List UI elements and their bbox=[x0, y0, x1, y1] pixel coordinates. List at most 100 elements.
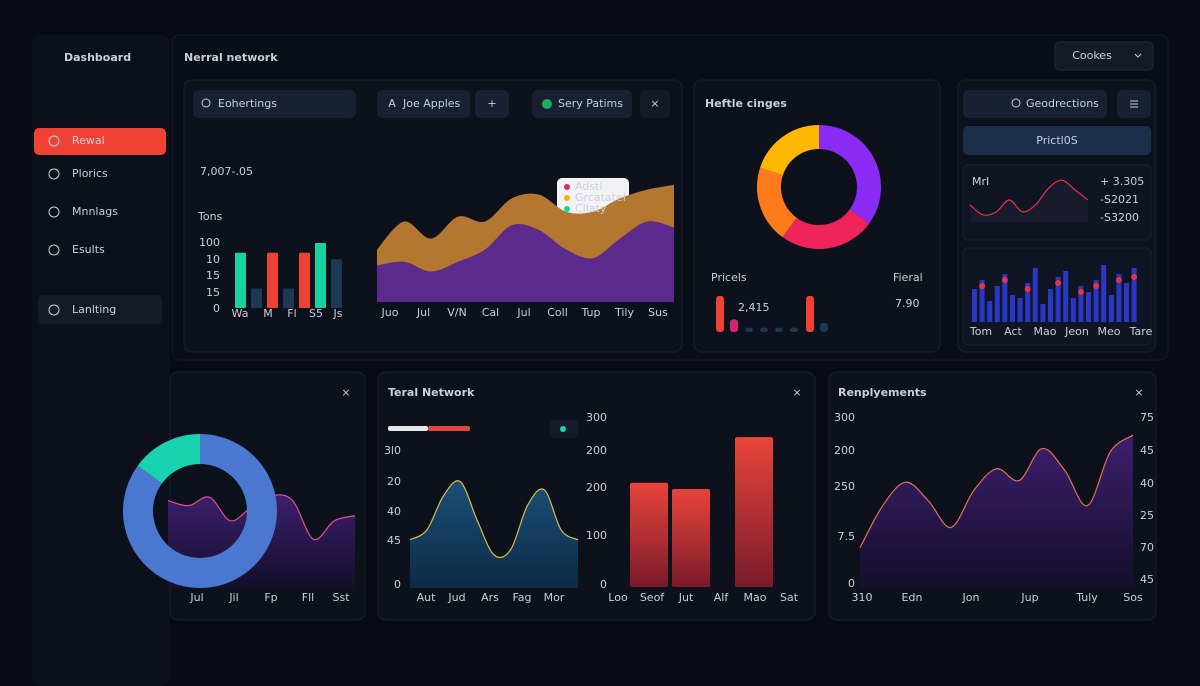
bar bbox=[775, 327, 783, 332]
close-icon[interactable]: × bbox=[650, 97, 659, 110]
bar bbox=[1078, 286, 1084, 322]
bar bbox=[1040, 304, 1046, 322]
bar bbox=[1086, 292, 1091, 322]
area-fill bbox=[410, 480, 578, 588]
axis-label: 20 bbox=[387, 475, 401, 488]
tooltip-item: Cllaty bbox=[575, 202, 607, 215]
x-label: Jeon bbox=[1064, 325, 1089, 338]
bar bbox=[972, 289, 977, 322]
bar-marker bbox=[1131, 274, 1138, 280]
bar bbox=[745, 327, 753, 332]
add-button[interactable] bbox=[475, 90, 509, 118]
bar bbox=[716, 296, 724, 332]
bar bbox=[1055, 277, 1061, 322]
bar bbox=[235, 252, 246, 308]
x-label: Sos bbox=[1123, 591, 1143, 604]
x-label: M bbox=[263, 307, 273, 320]
bar bbox=[1108, 295, 1114, 322]
dropdown-label[interactable]: Cookes bbox=[1072, 49, 1112, 62]
x-label: Tare bbox=[1129, 325, 1153, 338]
bar-marker bbox=[1024, 286, 1031, 292]
x-label: Seof bbox=[640, 591, 665, 604]
search-icon bbox=[201, 98, 211, 108]
search-box[interactable] bbox=[193, 90, 356, 118]
x-label: Jup bbox=[1020, 591, 1038, 604]
bar-marker bbox=[1055, 280, 1062, 286]
nav-item[interactable]: Rewal bbox=[72, 134, 105, 147]
axis-label: 200 bbox=[586, 481, 607, 494]
nav-item[interactable]: Mnnlags bbox=[72, 205, 118, 218]
panel-title: Heftle cinges bbox=[705, 97, 787, 110]
button-text[interactable]: Prictl0S bbox=[1036, 134, 1077, 147]
x-label: Js bbox=[333, 307, 343, 320]
nav-active[interactable] bbox=[34, 128, 166, 155]
x-label: Sus bbox=[648, 306, 668, 319]
nav-icon bbox=[48, 135, 60, 147]
x-label: Jon bbox=[962, 591, 980, 604]
nav-box[interactable] bbox=[38, 295, 162, 324]
nav-item[interactable]: Lanlting bbox=[72, 303, 116, 316]
bar bbox=[630, 482, 668, 587]
axis-label: 45 bbox=[1140, 444, 1154, 457]
x-label: Tuly bbox=[1075, 591, 1098, 604]
tooltip-dot bbox=[564, 184, 570, 190]
panel-title: Renplyements bbox=[838, 386, 927, 399]
axis-label: 25 bbox=[1140, 509, 1154, 522]
axis-label: 0 bbox=[848, 577, 855, 590]
close-button[interactable] bbox=[640, 90, 670, 118]
bar bbox=[1131, 268, 1137, 322]
legend-bar bbox=[428, 426, 470, 431]
bar bbox=[1070, 298, 1076, 322]
filter-chip[interactable] bbox=[532, 90, 632, 118]
axis-label: 10 bbox=[206, 253, 220, 266]
axis-label: 15 bbox=[206, 269, 220, 282]
filter-text[interactable]: Sery Patims bbox=[558, 97, 623, 110]
nav-icon bbox=[48, 168, 60, 180]
headline: 7,007-.05 bbox=[200, 165, 253, 178]
add-text[interactable]: + bbox=[487, 97, 496, 110]
close-icon[interactable]: × bbox=[341, 386, 350, 399]
nav-item[interactable]: Esults bbox=[72, 243, 105, 256]
x-label: Tom bbox=[969, 325, 992, 338]
axis-label: 15 bbox=[206, 286, 220, 299]
geo-search[interactable] bbox=[963, 90, 1107, 118]
search-text[interactable]: Geodrections bbox=[1026, 97, 1099, 110]
x-label: Coll bbox=[547, 306, 568, 319]
legend-bar bbox=[388, 426, 428, 431]
bar bbox=[283, 288, 294, 308]
label: Fieral bbox=[893, 271, 923, 284]
axis-label: 45 bbox=[1140, 573, 1154, 586]
x-label: Fp bbox=[264, 591, 277, 604]
bar bbox=[1101, 265, 1107, 322]
readout: -S2021 bbox=[1100, 193, 1139, 206]
x-label: Sst bbox=[332, 591, 350, 604]
axis-label: 250 bbox=[834, 480, 855, 493]
axis-label: 0 bbox=[213, 302, 220, 315]
area-fill bbox=[860, 435, 1133, 588]
bar bbox=[251, 288, 262, 308]
area-fill bbox=[970, 180, 1088, 222]
nav-icon bbox=[48, 244, 60, 256]
x-label: Sat bbox=[780, 591, 799, 604]
tag-text[interactable]: Joe Apples bbox=[402, 97, 461, 110]
bar bbox=[1063, 271, 1069, 322]
x-label: Fll bbox=[302, 591, 314, 604]
bar-marker bbox=[1115, 277, 1122, 283]
nav-item[interactable]: Plorics bbox=[72, 167, 108, 180]
close-icon[interactable]: × bbox=[792, 386, 801, 399]
tag-chip[interactable] bbox=[377, 90, 470, 118]
tooltip-item: Grcatatel bbox=[575, 191, 626, 204]
legend-dot bbox=[560, 426, 566, 432]
dropdown[interactable] bbox=[1054, 41, 1154, 71]
donut-segment bbox=[757, 167, 798, 238]
search-icon bbox=[1011, 98, 1021, 108]
bar-marker bbox=[1001, 277, 1008, 283]
bar bbox=[1048, 289, 1053, 322]
close-icon[interactable]: × bbox=[1134, 386, 1143, 399]
donut-segment bbox=[760, 125, 820, 176]
bar bbox=[806, 296, 814, 332]
search-text[interactable]: Eohertings bbox=[218, 97, 277, 110]
geo-button[interactable] bbox=[963, 126, 1151, 155]
value: 7.90 bbox=[895, 297, 920, 310]
